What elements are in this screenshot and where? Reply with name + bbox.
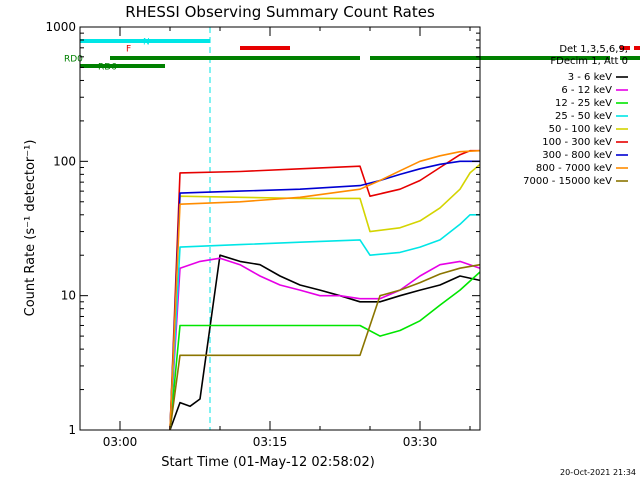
legend-label-3: 12 - 25 keV	[555, 98, 612, 109]
x-tick-label-1: 03:00	[103, 435, 138, 449]
legend: Det 1,3,5,6,9,FDecim 1, Att 0 3 - 6 keV 6 …	[523, 44, 628, 187]
legend-header-1: Det 1,3,5,6,9,	[559, 44, 628, 55]
x-tick-label-3: 03:30	[403, 435, 438, 449]
legend-label-7: 300 - 800 keV	[542, 150, 612, 161]
series-line-3	[169, 271, 481, 431]
legend-header-2: FDecim 1, Att 0	[550, 56, 628, 67]
legend-label-6: 100 - 300 keV	[542, 137, 612, 148]
chart-title: RHESSI Observing Summary Count Rates	[125, 3, 435, 21]
series-line-9	[169, 263, 481, 431]
series-line-2	[169, 257, 481, 431]
legend-label-9: 7000 - 15000 keV	[523, 176, 612, 187]
legend-label-2: 6 - 12 keV	[561, 85, 612, 96]
legend-label-4: 25 - 50 keV	[555, 111, 612, 122]
plot-frame	[79, 26, 481, 431]
y-tick-label-2: 10	[61, 289, 76, 303]
legend-label-8: 800 - 7000 keV	[536, 163, 612, 174]
y-axis-label: Count Rate (s⁻¹ detector⁻¹)	[23, 140, 38, 317]
series-line-5	[169, 163, 481, 431]
data-layer: N F RD0 RD6	[64, 27, 640, 431]
flag-label-rd0: RD0	[64, 55, 83, 65]
x-axis-label: Start Time (01-May-12 02:58:02)	[161, 455, 375, 470]
legend-label-5: 50 - 100 keV	[549, 124, 613, 135]
footer-timestamp: 20-Oct-2021 21:34	[560, 468, 636, 477]
axes-layer: 1 10 100 1000 03:00 03:15 03:30	[45, 20, 480, 449]
y-tick-label-1: 1	[68, 423, 76, 437]
x-tick-label-2: 03:15	[253, 435, 288, 449]
series-line-6	[169, 149, 480, 431]
series-line-4	[169, 214, 480, 431]
legend-label-1: 3 - 6 keV	[568, 72, 612, 83]
y-tick-label-4: 1000	[45, 20, 76, 34]
series-line-8	[169, 149, 481, 431]
flag-label-n: N	[143, 38, 150, 48]
series-line-1	[169, 254, 481, 431]
flag-label-f: F	[126, 45, 131, 55]
flag-label-rd6: RD6	[98, 63, 117, 73]
y-tick-label-3: 100	[53, 154, 76, 168]
